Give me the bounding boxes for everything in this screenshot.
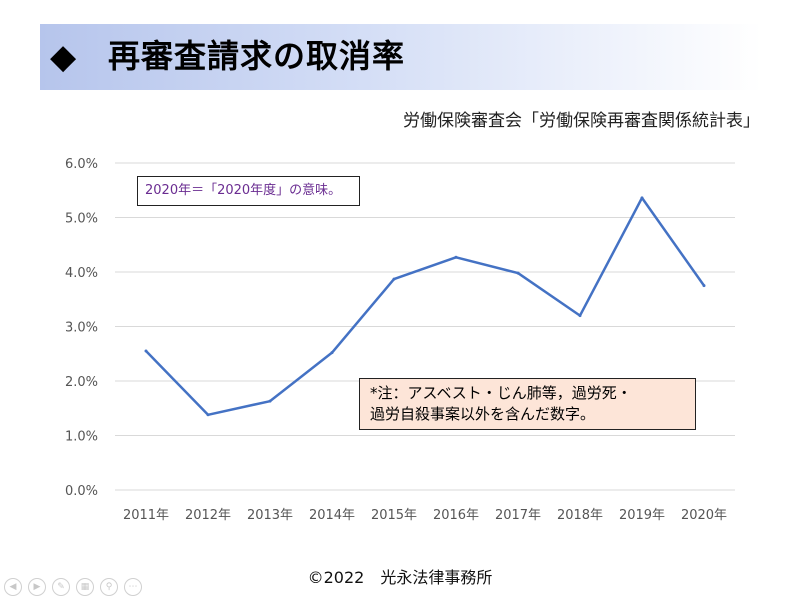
exclusion-note-line2: 過労自殺事案以外を含んだ数字。 — [370, 405, 596, 423]
pen-icon[interactable]: ✎ — [52, 578, 70, 596]
source-caption: 労働保険審査会「労働保険再審査関係統計表」 — [403, 111, 760, 131]
slide-nav-toolbar: ◀ ▶ ✎ ▦ ⚲ ⋯ — [4, 578, 142, 596]
data-point — [578, 314, 582, 318]
data-point — [640, 196, 644, 200]
data-point — [206, 413, 210, 417]
year-note: 2020年＝「2020年度」の意味。 — [137, 176, 360, 206]
slides-icon[interactable]: ▦ — [76, 578, 94, 596]
zoom-icon[interactable]: ⚲ — [100, 578, 118, 596]
footer-org: 光永法律事務所 — [380, 568, 493, 587]
x-tick-label: 2011年 — [123, 508, 169, 523]
footer-copyright: ©2022 — [307, 568, 365, 587]
slide-title: 再審査請求の取消率 — [108, 37, 406, 75]
x-tick-label: 2013年 — [247, 508, 293, 523]
y-tick-label: 2.0% — [65, 375, 98, 390]
title-bullet-icon: ◆ — [50, 37, 77, 77]
y-tick-label: 0.0% — [65, 484, 98, 499]
arrow-left-icon[interactable]: ◀ — [4, 578, 22, 596]
footer: ©2022 光永法律事務所 — [0, 564, 800, 588]
x-tick-label: 2014年 — [309, 508, 355, 523]
x-tick-label: 2016年 — [433, 508, 479, 523]
x-tick-label: 2018年 — [557, 508, 603, 523]
data-point — [144, 349, 148, 353]
more-icon[interactable]: ⋯ — [124, 578, 142, 596]
title-band — [40, 24, 762, 90]
data-point — [330, 351, 334, 355]
gridlines — [115, 162, 735, 491]
x-tick-label: 2017年 — [495, 508, 541, 523]
data-point — [268, 399, 272, 403]
y-tick-label: 6.0% — [65, 157, 98, 172]
y-tick-label: 3.0% — [65, 321, 98, 336]
x-axis-ticks: 2011年 2012年 2013年 2014年 2015年 2016年 2017年 2018年… — [123, 508, 727, 523]
y-tick-label: 4.0% — [65, 266, 98, 281]
y-tick-label: 1.0% — [65, 430, 98, 445]
x-tick-label: 2015年 — [371, 508, 417, 523]
data-point — [702, 284, 706, 288]
series-line — [145, 196, 706, 417]
y-tick-label: 5.0% — [65, 212, 98, 227]
series-layer — [144, 196, 706, 417]
data-point — [392, 277, 396, 281]
data-point — [454, 255, 458, 259]
y-axis-ticks: 0.0% 1.0% 2.0% 3.0% 4.0% 5.0% 6.0% — [65, 157, 98, 499]
x-tick-label: 2020年 — [681, 508, 727, 523]
x-tick-label: 2012年 — [185, 508, 231, 523]
data-point — [516, 271, 520, 275]
arrow-right-icon[interactable]: ▶ — [28, 578, 46, 596]
x-tick-label: 2019年 — [619, 508, 665, 523]
exclusion-note-line1: *注：アスベスト・じん肺等，過労死・ — [370, 384, 632, 402]
exclusion-note: *注：アスベスト・じん肺等，過労死・ 過労自殺事案以外を含んだ数字。 — [359, 378, 696, 430]
